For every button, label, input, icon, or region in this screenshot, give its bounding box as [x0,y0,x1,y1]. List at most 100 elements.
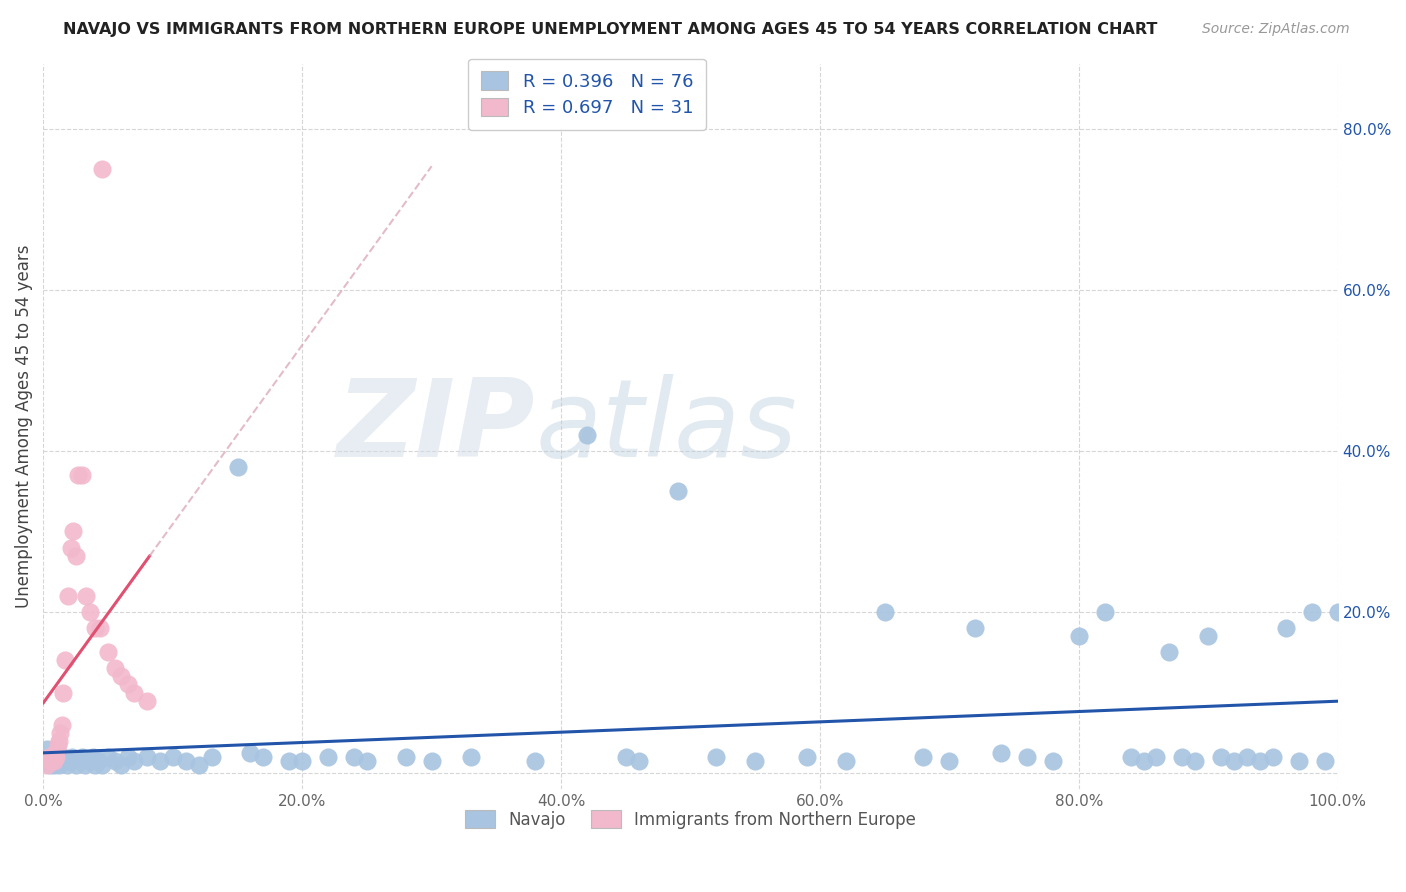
Point [60,750,83,764]
Point [614,750,637,764]
Point [41,754,63,768]
Point [122,754,145,768]
Point [873,605,896,619]
Point [316,750,339,764]
Point [239,746,262,760]
Point [1301,605,1323,619]
Point [201,750,224,764]
Point [82,750,104,764]
Text: atlas: atlas [536,374,797,479]
Point [1067,629,1090,643]
Point [90,758,112,772]
Point [343,750,366,764]
Point [38,750,60,764]
Point [69,754,91,768]
Point [73,758,96,772]
Point [75,589,97,603]
Point [77,754,100,768]
Point [460,750,482,764]
Point [62,524,84,539]
Point [117,677,139,691]
Point [45,750,67,764]
Point [162,750,184,764]
Point [59,541,82,555]
Point [70,750,93,764]
Point [1132,754,1154,768]
Point [666,484,689,499]
Point [87,754,110,768]
Point [706,750,728,764]
Point [912,750,935,764]
Point [48,734,70,748]
Point [744,754,766,768]
Point [39,754,62,768]
Point [136,693,159,707]
Point [90,161,112,176]
Point [38,758,60,772]
Point [97,750,120,764]
Point [835,754,858,768]
Point [104,661,127,675]
Point [84,758,107,772]
Point [42,758,65,772]
Point [97,645,120,659]
Point [122,685,145,699]
Point [67,467,90,482]
Point [65,549,87,563]
Point [965,621,987,635]
Point [1159,645,1181,659]
Point [174,754,197,768]
Point [1184,754,1206,768]
Point [46,738,69,752]
Point [56,589,79,603]
Point [1326,605,1348,619]
Point [79,605,101,619]
Point [1171,750,1194,764]
Point [524,754,547,768]
Point [52,750,75,764]
Legend: Navajo, Immigrants from Northern Europe: Navajo, Immigrants from Northern Europe [458,804,922,835]
Point [420,754,443,768]
Point [1146,750,1168,764]
Text: ZIP: ZIP [337,374,536,480]
Point [1119,750,1142,764]
Point [42,754,65,768]
Point [575,427,598,442]
Point [1197,629,1219,643]
Point [136,750,159,764]
Point [104,754,127,768]
Point [990,746,1012,760]
Point [44,746,66,760]
Y-axis label: Unemployment Among Ages 45 to 54 years: Unemployment Among Ages 45 to 54 years [15,245,32,608]
Point [48,758,70,772]
Point [1015,750,1038,764]
Point [395,750,418,764]
Point [356,754,378,768]
Point [58,754,80,768]
Point [149,754,172,768]
Point [1249,754,1271,768]
Point [226,459,249,474]
Point [110,669,132,683]
Point [38,750,60,764]
Point [938,754,960,768]
Point [627,754,650,768]
Point [1236,750,1258,764]
Point [37,758,59,772]
Point [1211,750,1233,764]
Point [796,750,818,764]
Point [1223,754,1246,768]
Point [84,621,107,635]
Point [89,621,111,635]
Point [1261,750,1284,764]
Text: NAVAJO VS IMMIGRANTS FROM NORTHERN EUROPE UNEMPLOYMENT AMONG AGES 45 TO 54 YEARS: NAVAJO VS IMMIGRANTS FROM NORTHERN EUROP… [63,22,1157,37]
Point [49,726,72,740]
Text: Source: ZipAtlas.com: Source: ZipAtlas.com [1202,22,1350,37]
Point [1094,605,1116,619]
Point [187,758,209,772]
Point [41,750,63,764]
Point [65,758,87,772]
Point [110,758,132,772]
Point [45,750,67,764]
Point [51,718,73,732]
